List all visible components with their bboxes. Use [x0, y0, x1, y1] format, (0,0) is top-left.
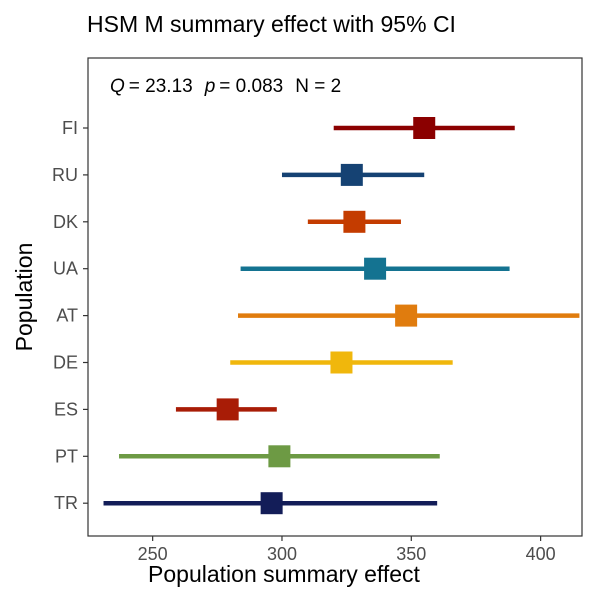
y-tick-label-fi: FI	[62, 118, 78, 138]
p-symbol: p	[204, 76, 216, 97]
x-tick-label-400: 400	[526, 544, 556, 564]
estimate-marker-ru	[340, 163, 363, 186]
y-tick-label-ru: RU	[52, 165, 78, 185]
y-axis: FI RU DK UA AT DE ES PT TR	[52, 118, 88, 513]
estimate-marker-tr	[260, 492, 283, 515]
estimate-marker-ua	[364, 257, 387, 280]
estimate-marker-es	[216, 398, 239, 421]
x-tick-label-350: 350	[396, 544, 426, 564]
x-axis-title: Population summary effect	[148, 561, 420, 587]
q-value: = 23.13	[129, 76, 193, 97]
stats-annotation: Q = 23.13 p = 0.083 N = 2	[110, 76, 341, 97]
x-axis: 250 300 350 400	[138, 536, 556, 564]
estimate-marker-at	[395, 304, 418, 327]
forest-marks	[103, 117, 580, 515]
q-symbol: Q	[110, 76, 125, 97]
y-tick-label-ua: UA	[53, 259, 78, 279]
estimate-marker-de	[330, 351, 353, 374]
y-tick-label-de: DE	[53, 353, 78, 373]
estimate-marker-pt	[268, 445, 291, 468]
p-value: = 0.083	[219, 76, 283, 97]
y-tick-label-tr: TR	[54, 493, 78, 513]
x-tick-label-300: 300	[267, 544, 297, 564]
y-axis-title: Population	[11, 243, 37, 352]
chart-title: HSM M summary effect with 95% CI	[87, 11, 456, 37]
y-tick-label-at: AT	[56, 306, 78, 326]
y-tick-label-pt: PT	[55, 446, 78, 466]
y-tick-label-es: ES	[54, 399, 78, 419]
n-value: N = 2	[295, 76, 341, 97]
y-tick-label-dk: DK	[53, 212, 78, 232]
estimate-marker-fi	[413, 117, 436, 139]
estimate-marker-dk	[343, 210, 366, 233]
x-tick-label-250: 250	[138, 544, 168, 564]
